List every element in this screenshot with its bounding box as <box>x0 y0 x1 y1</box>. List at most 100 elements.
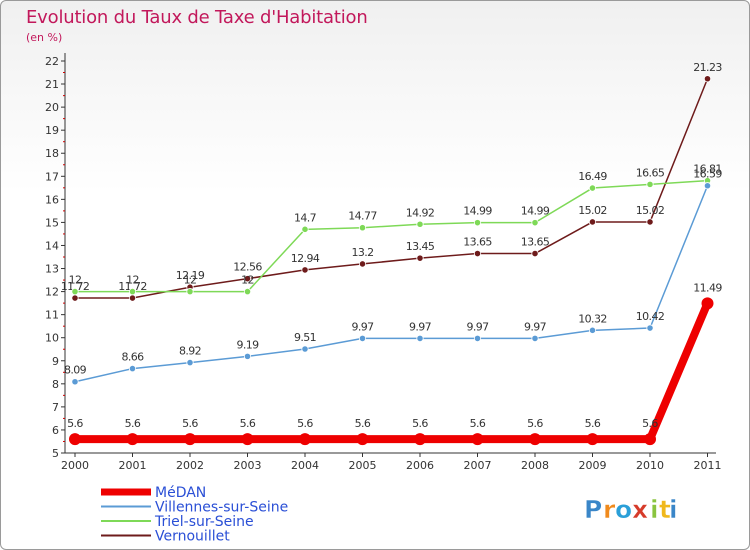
data-point-triel-sur-seine <box>243 287 252 296</box>
data-label-vernouillet: 11.72 <box>118 280 147 293</box>
data-label-m-dan: 5.6 <box>642 417 658 430</box>
data-label-triel-sur-seine: 12 <box>184 274 197 287</box>
y-tick-label: 16 <box>45 193 59 206</box>
data-label-vernouillet: 12.94 <box>291 252 320 265</box>
y-tick-label: 9 <box>52 355 59 368</box>
data-label-vernouillet: 13.65 <box>463 236 492 249</box>
y-tick-label: 14 <box>45 239 59 252</box>
data-point-m-dan <box>644 433 656 446</box>
data-point-vernouillet <box>646 218 654 226</box>
x-tick-label: 2000 <box>61 459 89 472</box>
data-point-vernouillet <box>473 249 482 258</box>
data-point-triel-sur-seine <box>588 184 597 192</box>
series-line-vernouillet <box>74 78 709 299</box>
logo-letter: t <box>659 495 671 524</box>
data-label-villennes-sur-seine: 9.97 <box>409 320 432 333</box>
data-point-villennes-sur-seine <box>531 334 539 342</box>
data-point-vernouillet <box>243 275 252 283</box>
data-label-m-dan: 5.6 <box>585 417 601 430</box>
y-tick-label: 10 <box>45 332 59 345</box>
y-tick-label: 20 <box>45 101 59 114</box>
data-point-triel-sur-seine <box>473 219 482 227</box>
y-tick-label: 12 <box>45 286 59 299</box>
logo-letter: x <box>632 495 648 524</box>
data-point-villennes-sur-seine <box>128 365 137 373</box>
y-tick-label: 6 <box>52 424 59 437</box>
data-point-villennes-sur-seine <box>301 345 309 353</box>
data-label-villennes-sur-seine: 8.92 <box>179 345 201 358</box>
y-tick-label: 15 <box>45 216 59 229</box>
data-label-m-dan: 11.49 <box>693 281 722 294</box>
x-tick-label: 2011 <box>694 459 722 472</box>
x-tick-label: 2006 <box>406 459 434 472</box>
data-label-villennes-sur-seine: 8.09 <box>64 364 87 377</box>
data-label-m-dan: 5.6 <box>125 417 141 430</box>
data-label-m-dan: 5.6 <box>297 417 313 430</box>
legend-label-triel-sur-seine: Triel-sur-Seine <box>154 514 254 530</box>
y-tick-label: 22 <box>45 55 59 68</box>
data-label-triel-sur-seine: 12 <box>69 274 82 287</box>
data-label-m-dan: 5.6 <box>67 417 83 430</box>
x-tick-label: 2005 <box>349 459 377 472</box>
data-point-triel-sur-seine <box>71 287 79 296</box>
data-point-villennes-sur-seine <box>703 182 712 190</box>
data-point-villennes-sur-seine <box>588 326 597 334</box>
data-point-m-dan <box>299 433 311 446</box>
x-tick-label: 2010 <box>636 459 664 472</box>
y-tick-label: 21 <box>45 78 59 91</box>
logo-letter: r <box>603 495 616 524</box>
data-point-villennes-sur-seine <box>186 359 194 367</box>
series-line-triel-sur-seine <box>74 179 709 293</box>
legend-label-m-dan: MéDAN <box>155 485 206 501</box>
data-point-vernouillet <box>531 249 539 258</box>
data-label-triel-sur-seine: 12 <box>126 274 139 287</box>
data-point-m-dan <box>586 433 599 446</box>
chart-title: Evolution du Taux de Taxe d'Habitation <box>26 7 368 28</box>
data-label-triel-sur-seine: 14.77 <box>348 210 377 223</box>
data-label-triel-sur-seine: 12 <box>241 274 254 287</box>
data-label-vernouillet: 21.23 <box>693 61 722 74</box>
data-point-villennes-sur-seine <box>416 334 424 342</box>
data-point-triel-sur-seine <box>128 287 137 296</box>
data-label-triel-sur-seine: 14.99 <box>521 205 550 218</box>
x-tick-label: 2003 <box>234 459 262 472</box>
data-label-triel-sur-seine: 16.81 <box>693 163 722 176</box>
data-label-villennes-sur-seine: 10.32 <box>578 312 607 325</box>
data-label-vernouillet: 12.56 <box>233 261 262 274</box>
data-label-villennes-sur-seine: 8.66 <box>121 351 144 364</box>
series-line-villennes-sur-seine <box>74 184 709 383</box>
data-point-villennes-sur-seine <box>71 378 79 386</box>
data-label-m-dan: 5.6 <box>470 417 486 430</box>
data-point-triel-sur-seine <box>358 224 367 232</box>
y-tick-label: 18 <box>45 147 59 160</box>
data-point-vernouillet <box>416 254 424 262</box>
data-point-m-dan <box>414 433 426 446</box>
data-label-villennes-sur-seine: 10.42 <box>636 310 665 323</box>
data-point-triel-sur-seine <box>531 219 539 227</box>
data-label-vernouillet: 12.19 <box>176 269 205 282</box>
data-point-villennes-sur-seine <box>243 352 252 360</box>
data-label-triel-sur-seine: 16.65 <box>636 166 665 179</box>
data-point-m-dan <box>529 433 541 446</box>
data-label-vernouillet: 15.02 <box>636 204 665 217</box>
data-label-m-dan: 5.6 <box>240 417 256 430</box>
data-label-vernouillet: 11.72 <box>61 280 90 293</box>
data-label-vernouillet: 13.45 <box>406 240 435 253</box>
data-label-villennes-sur-seine: 9.51 <box>294 331 316 344</box>
logo-letter: P <box>584 495 602 524</box>
data-label-triel-sur-seine: 14.92 <box>406 206 435 219</box>
data-point-triel-sur-seine <box>186 287 194 296</box>
data-point-m-dan <box>471 433 484 446</box>
data-label-triel-sur-seine: 14.99 <box>463 205 492 218</box>
y-tick-label: 17 <box>45 170 59 183</box>
data-label-villennes-sur-seine: 9.97 <box>524 320 547 333</box>
data-point-vernouillet <box>128 294 137 302</box>
logo-letter: i <box>669 495 678 524</box>
y-tick-label: 13 <box>45 263 59 276</box>
x-tick-label: 2002 <box>176 459 204 472</box>
data-label-m-dan: 5.6 <box>355 417 371 430</box>
data-label-villennes-sur-seine: 16.59 <box>693 168 722 181</box>
x-tick-label: 2007 <box>464 459 492 472</box>
